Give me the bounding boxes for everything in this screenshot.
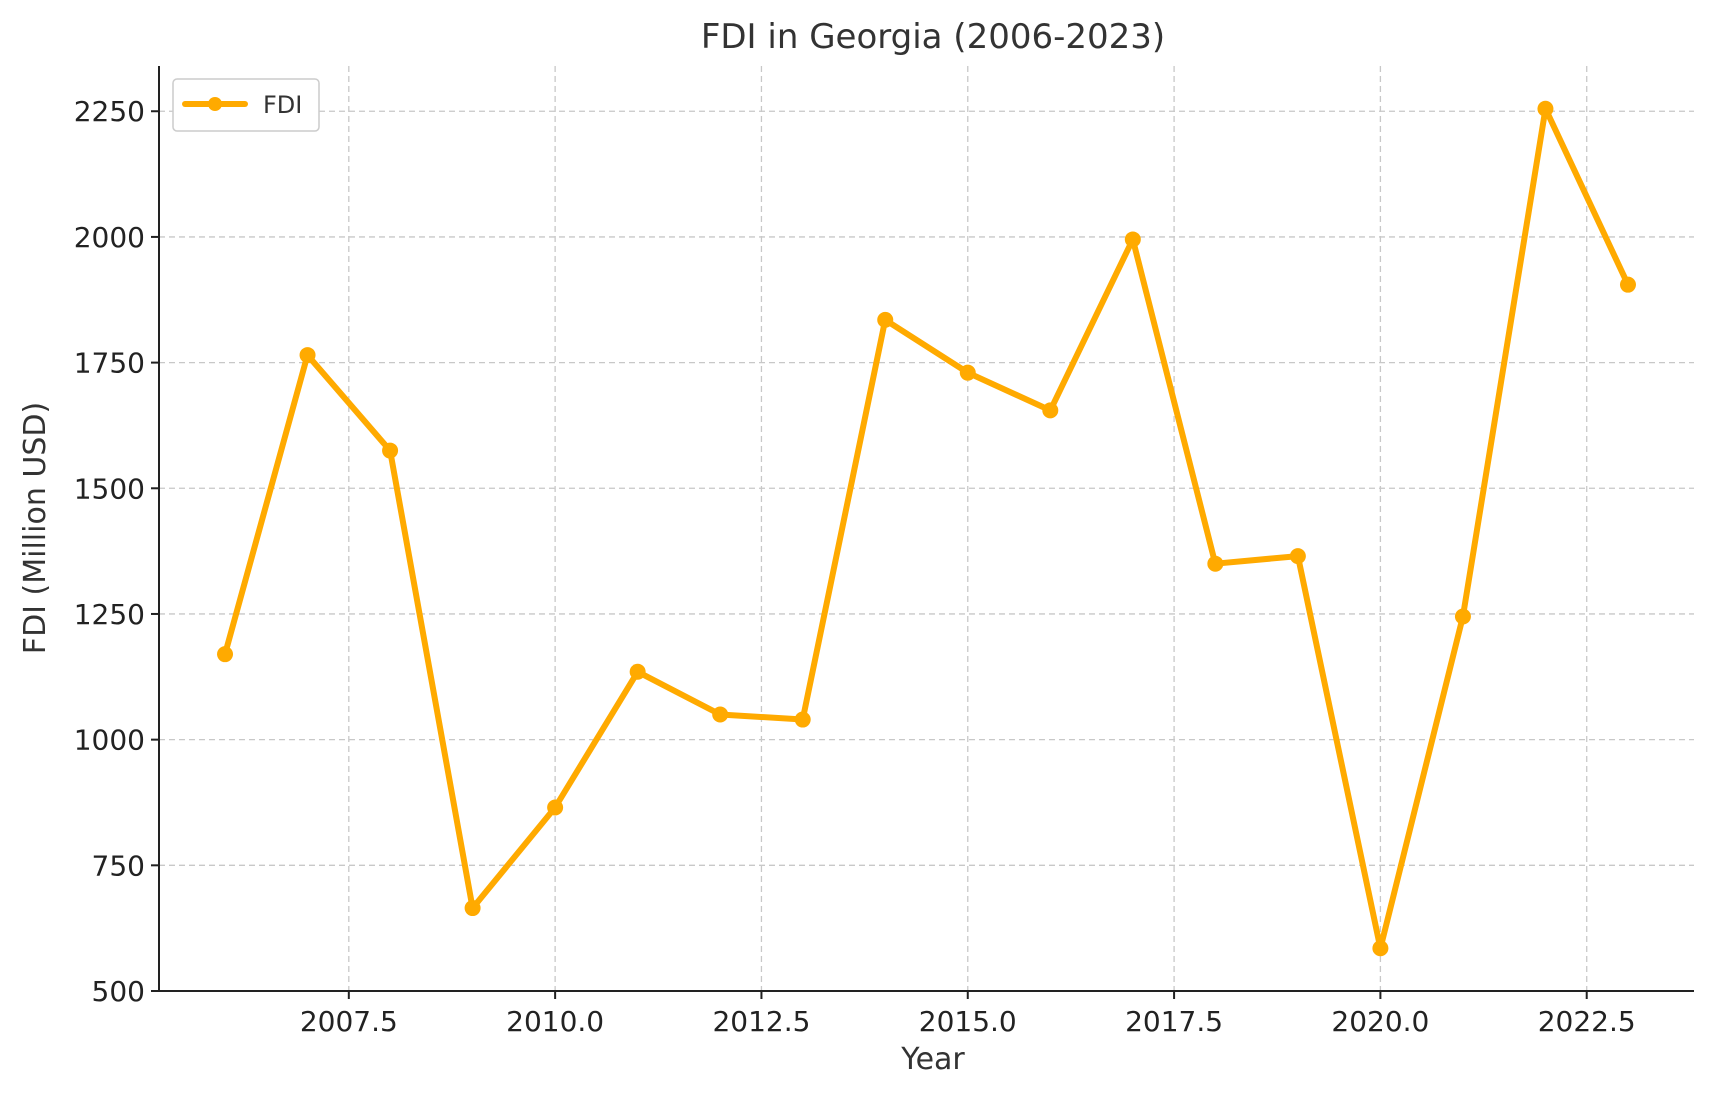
- legend: FDI: [172, 78, 320, 132]
- y-tick-label: 750: [92, 849, 145, 882]
- y-tick-label: 1500: [74, 472, 145, 505]
- data-point: [547, 799, 564, 816]
- y-tick-label: 2250: [74, 95, 145, 128]
- data-point: [1454, 608, 1471, 625]
- y-tick-label: 1750: [74, 347, 145, 380]
- data-point: [1619, 276, 1636, 293]
- data-point: [217, 646, 234, 663]
- x-tick-label: 2015.0: [919, 1005, 1017, 1038]
- legend-point-marker: [208, 97, 222, 111]
- data-point: [1042, 402, 1059, 419]
- y-tick-label: 500: [92, 975, 145, 1008]
- x-tick-label: 2022.5: [1538, 1005, 1636, 1038]
- y-tick-label: 1000: [74, 724, 145, 757]
- data-point: [877, 311, 894, 328]
- ticks: 500 750 1000 1250 1500 1750 2000 2250 2007.5 2010…: [74, 95, 1636, 1038]
- data-point: [959, 364, 976, 381]
- data-point: [382, 442, 399, 459]
- series-line-fdi: [222, 105, 1631, 952]
- x-tick-label: 2020.0: [1331, 1005, 1429, 1038]
- y-tick-label: 2000: [74, 221, 145, 254]
- y-tick-label: 1250: [74, 598, 145, 631]
- series: [217, 100, 1636, 957]
- grid: [159, 66, 1694, 991]
- data-point: [794, 711, 811, 728]
- chart-title: FDI in Georgia (2006-2023): [701, 17, 1165, 57]
- data-point: [712, 706, 729, 723]
- axes: [158, 66, 1694, 992]
- y-axis-label: FDI (Million USD): [18, 402, 53, 654]
- x-tick-label: 2007.5: [300, 1005, 398, 1038]
- data-point: [629, 663, 646, 680]
- data-point: [1124, 231, 1141, 248]
- data-point: [464, 900, 481, 917]
- data-point: [1207, 555, 1224, 572]
- x-tick-label: 2017.5: [1125, 1005, 1223, 1038]
- x-tick-label: 2012.5: [712, 1005, 810, 1038]
- x-axis-label: Year: [900, 1042, 965, 1077]
- data-point: [1289, 548, 1306, 565]
- data-point: [1537, 100, 1554, 117]
- data-point: [299, 347, 316, 364]
- x-tick-label: 2010.0: [506, 1005, 604, 1038]
- data-point: [1372, 940, 1389, 957]
- legend-label: FDI: [263, 91, 302, 119]
